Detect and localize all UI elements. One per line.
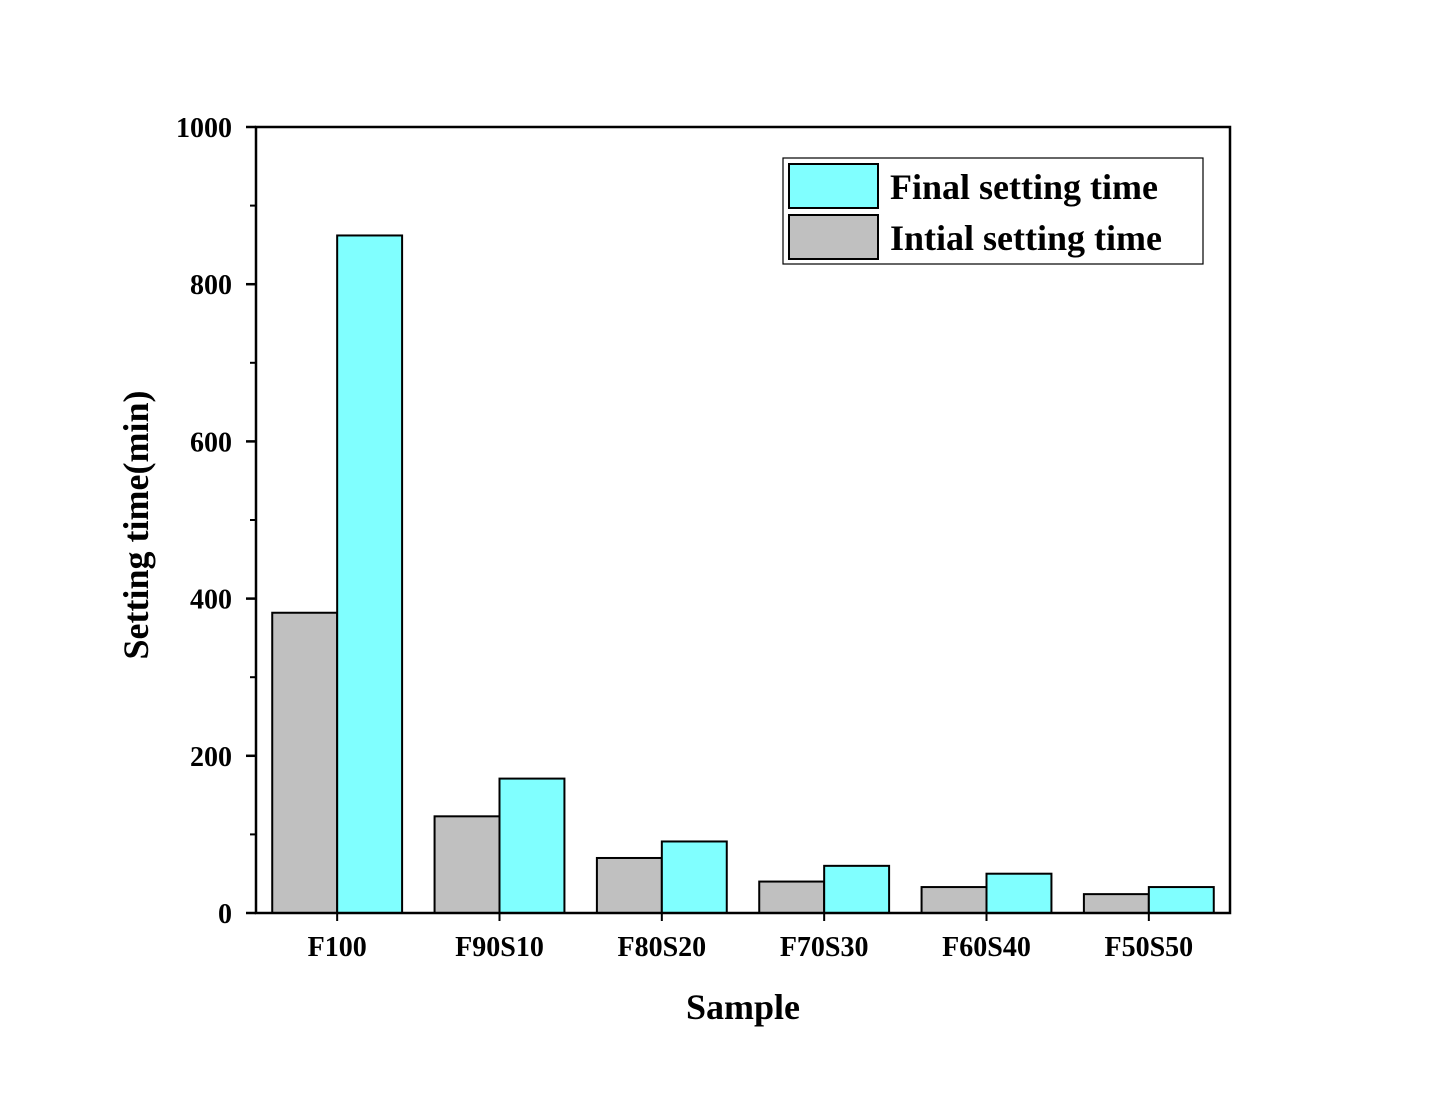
legend-swatch	[788, 214, 879, 260]
x-axis: F100 F90S10 F80S20 F70S30 F60S40 F50S50	[308, 913, 1193, 963]
bar-f80s20-series-0	[595, 856, 663, 914]
x-tick-label: F70S30	[780, 932, 869, 963]
bar-f80s20-series-1	[660, 840, 728, 914]
bar-f100-series-0	[271, 611, 339, 914]
bar-f90s10-series-1	[498, 777, 566, 914]
legend: Final setting time Intial setting time	[782, 157, 1204, 265]
x-tick-label: F80S20	[617, 932, 706, 963]
x-tick-label: F100	[308, 932, 367, 963]
y-axis: 0 200 400 600 800 1000	[176, 113, 256, 930]
legend-label: Intial setting time	[890, 218, 1162, 258]
x-tick-label: F60S40	[942, 932, 1031, 963]
bar-f100-series-1	[336, 234, 404, 914]
y-tick-label: 1000	[176, 113, 232, 144]
y-tick-label: 400	[190, 585, 232, 616]
bar-f60s40-series-1	[985, 872, 1053, 915]
legend-label: Final setting time	[890, 167, 1158, 207]
bar-f70s30-series-1	[823, 864, 891, 915]
bar-f90s10-series-0	[433, 815, 501, 915]
x-tick-label: F50S50	[1104, 932, 1193, 963]
y-tick-label: 800	[190, 270, 232, 301]
y-axis-title: Setting time(min)	[116, 391, 156, 660]
x-tick-label: F90S10	[455, 932, 544, 963]
bar-f70s30-series-0	[758, 880, 826, 914]
bar-f50s50-series-1	[1147, 886, 1215, 915]
bars-layer	[271, 234, 1215, 915]
bar-f60s40-series-0	[920, 886, 988, 915]
bar-f50s50-series-0	[1082, 893, 1150, 914]
y-tick-label: 0	[218, 899, 232, 930]
y-tick-label: 200	[190, 742, 232, 773]
legend-swatch	[788, 163, 879, 209]
y-tick-label: 600	[190, 427, 232, 458]
x-axis-title: Sample	[686, 987, 800, 1027]
